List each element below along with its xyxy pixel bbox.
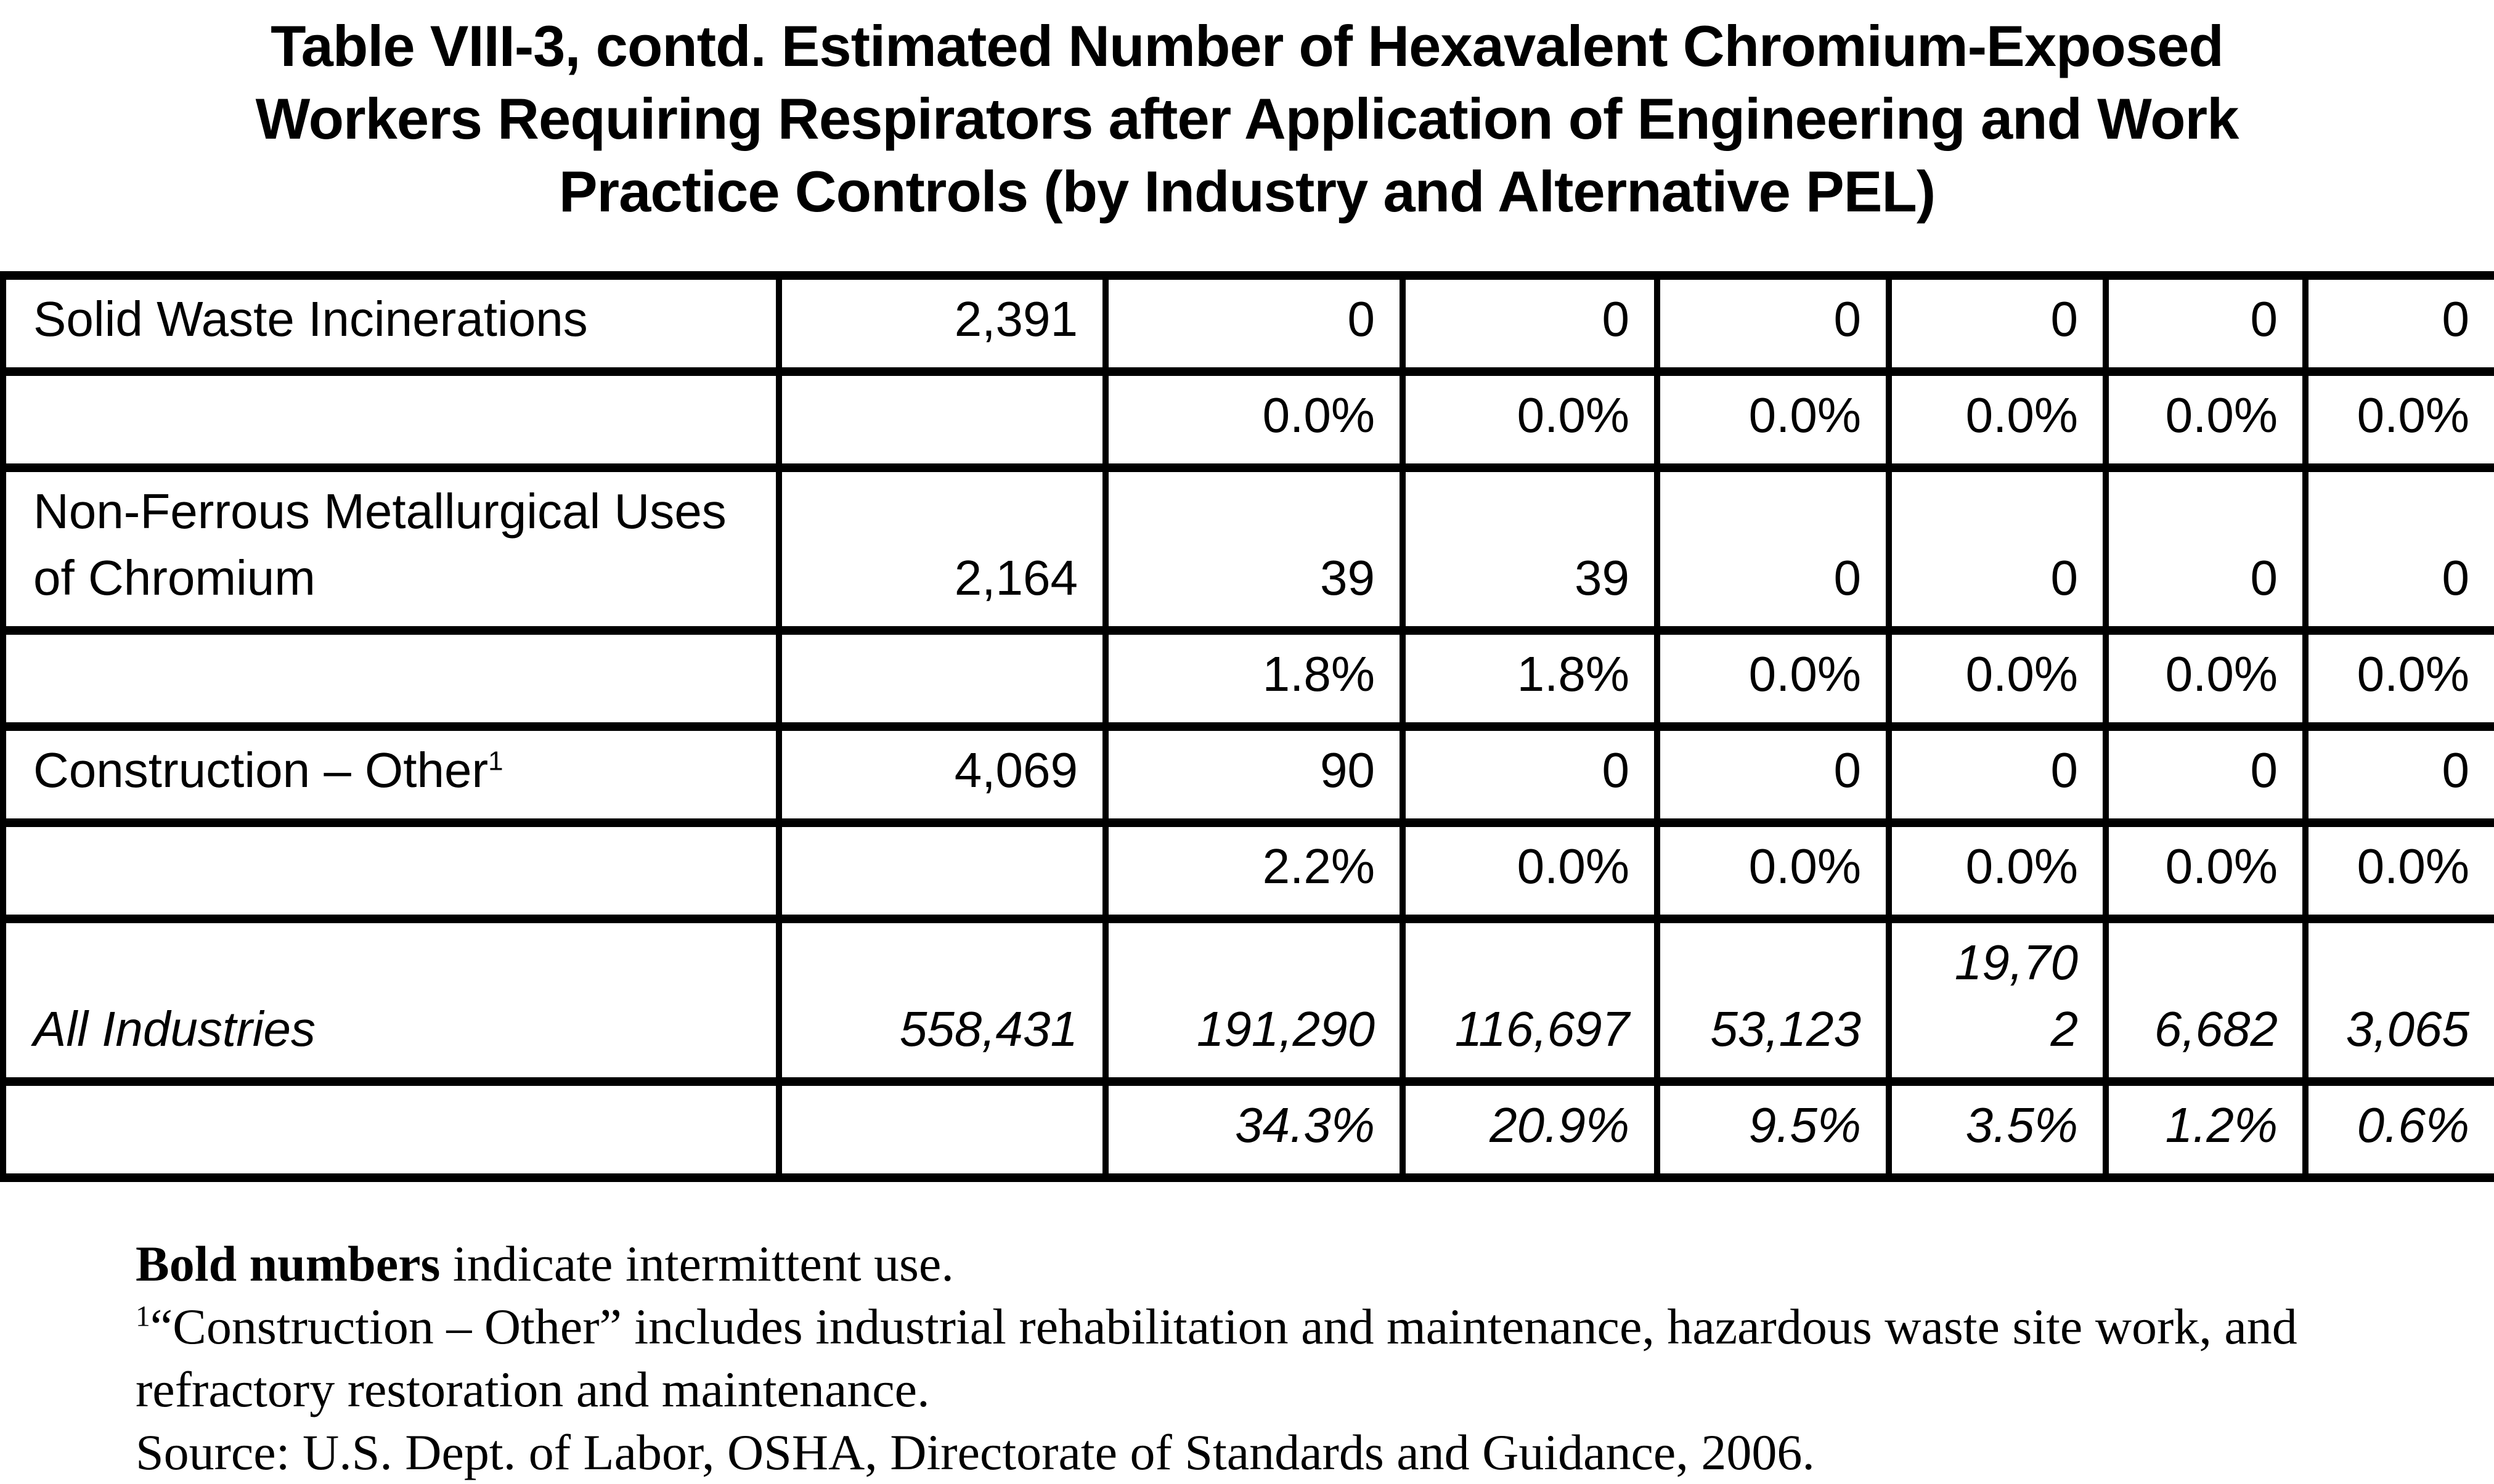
percent-row: 34.3% 20.9% 9.5% 3.5% 1.2% 0.6% xyxy=(0,1077,2494,1182)
footnote-source: Source: U.S. Dept. of Labor, OSHA, Direc… xyxy=(136,1424,1815,1480)
worker-count-cell: 0 xyxy=(2103,722,2309,827)
worker-count-cell: 0 xyxy=(1886,722,2109,827)
table-title-line-2: Workers Requiring Respirators after Appl… xyxy=(255,86,2239,151)
industry-name-cell xyxy=(0,367,782,472)
percent-value-cell: 1.8% xyxy=(1102,626,1406,731)
exposure-table-body: Solid Waste Incinerations 2,391 0 0 0 0 0 0 0.0%… xyxy=(0,271,2494,1182)
total-exposed-cell: 2,164 xyxy=(776,463,1109,635)
industry-name-cell: Non-Ferrous Metallurgical Uses of Chromi… xyxy=(0,463,782,635)
worker-count-cell: 0 xyxy=(2103,463,2309,635)
total-exposed-cell: 558,431 xyxy=(776,915,1109,1086)
footnote-construction-other: 1“Construction – Other” includes industr… xyxy=(136,1295,2358,1421)
document-page: Table VIII-3, contd. Estimated Number of… xyxy=(0,10,2494,1484)
worker-count-cell: 19,70 2 xyxy=(1886,915,2109,1086)
footnote-bold-numbers-label: Bold numbers xyxy=(136,1236,441,1292)
percent-value-cell: 0.0% xyxy=(2302,626,2494,731)
worker-count-cell: 0 xyxy=(1886,463,2109,635)
worker-count-cell: 0 xyxy=(2103,271,2309,376)
total-exposed-cell: 4,069 xyxy=(776,722,1109,827)
worker-count-cell: 90 xyxy=(1102,722,1406,827)
table-title-line-3: Practice Controls (by Industry and Alter… xyxy=(558,159,1936,224)
worker-count-cell: 39 xyxy=(1102,463,1406,635)
worker-count-cell: 53,123 xyxy=(1654,915,1892,1086)
industry-footnote-marker: 1 xyxy=(488,746,503,777)
worker-count-cell: 191,290 xyxy=(1102,915,1406,1086)
industry-name-cell: Solid Waste Incinerations xyxy=(0,271,782,376)
table-title-line-1: Table VIII-3, contd. Estimated Number of… xyxy=(271,14,2224,78)
footnotes: Bold numbers indicate intermittent use. … xyxy=(136,1233,2358,1484)
worker-count-cell: 0 xyxy=(1654,722,1892,827)
worker-count-cell: 3,065 xyxy=(2302,915,2494,1086)
total-exposed-cell xyxy=(776,818,1109,923)
percent-value-cell: 0.0% xyxy=(1654,626,1892,731)
percent-value-cell: 0.0% xyxy=(2302,367,2494,472)
industry-name-cell xyxy=(0,1077,782,1182)
percent-value-cell: 9.5% xyxy=(1654,1077,1892,1182)
industry-name-cell: Construction – Other1 xyxy=(0,722,782,827)
worker-count-cell: 0 xyxy=(1886,271,2109,376)
percent-value-cell: 0.0% xyxy=(2103,626,2309,731)
percent-value-cell: 0.0% xyxy=(1886,818,2109,923)
percent-value-cell: 3.5% xyxy=(1886,1077,2109,1182)
industry-name-cell xyxy=(0,626,782,731)
industry-row: Solid Waste Incinerations 2,391 0 0 0 0 0 0 xyxy=(0,271,2494,376)
percent-value-cell: 0.0% xyxy=(1400,818,1660,923)
percent-value-cell: 0.0% xyxy=(1102,367,1406,472)
percent-value-cell: 0.0% xyxy=(1654,818,1892,923)
industry-row: Non-Ferrous Metallurgical Uses of Chromi… xyxy=(0,463,2494,635)
worker-count-cell: 0 xyxy=(1400,271,1660,376)
total-exposed-cell: 2,391 xyxy=(776,271,1109,376)
percent-value-cell: 0.0% xyxy=(1654,367,1892,472)
total-exposed-cell xyxy=(776,1077,1109,1182)
percent-value-cell: 0.0% xyxy=(1886,367,2109,472)
worker-count-cell: 0 xyxy=(1102,271,1406,376)
percent-value-cell: 20.9% xyxy=(1400,1077,1660,1182)
percent-value-cell: 0.0% xyxy=(1400,367,1660,472)
footnote-bold-numbers-rest: indicate intermittent use. xyxy=(440,1236,954,1292)
worker-count-cell: 0 xyxy=(1654,271,1892,376)
percent-row: 2.2% 0.0% 0.0% 0.0% 0.0% 0.0% xyxy=(0,818,2494,923)
total-exposed-cell xyxy=(776,367,1109,472)
worker-count-cell: 0 xyxy=(1654,463,1892,635)
footnote-superscript-1: 1 xyxy=(136,1300,150,1333)
percent-value-cell: 0.0% xyxy=(1886,626,2109,731)
table-title: Table VIII-3, contd. Estimated Number of… xyxy=(0,10,2494,228)
worker-count-cell: 39 xyxy=(1400,463,1660,635)
industry-row: All Industries 558,431 191,290 116,697 53,12… xyxy=(0,915,2494,1086)
percent-value-cell: 0.0% xyxy=(2103,818,2309,923)
worker-count-cell: 6,682 xyxy=(2103,915,2309,1086)
percent-value-cell: 0.0% xyxy=(2302,818,2494,923)
percent-value-cell: 1.2% xyxy=(2103,1077,2309,1182)
worker-count-cell: 0 xyxy=(2302,271,2494,376)
worker-count-cell: 0 xyxy=(2302,722,2494,827)
worker-count-cell: 0 xyxy=(1400,722,1660,827)
footnote-construction-other-text: “Construction – Other” includes industri… xyxy=(136,1298,2297,1417)
percent-value-cell: 0.6% xyxy=(2302,1077,2494,1182)
percent-value-cell: 0.0% xyxy=(2103,367,2309,472)
total-exposed-cell xyxy=(776,626,1109,731)
percent-row: 1.8% 1.8% 0.0% 0.0% 0.0% 0.0% xyxy=(0,626,2494,731)
percent-value-cell: 34.3% xyxy=(1102,1077,1406,1182)
percent-value-cell: 2.2% xyxy=(1102,818,1406,923)
worker-count-cell: 0 xyxy=(2302,463,2494,635)
industry-name-cell xyxy=(0,818,782,923)
worker-count-cell: 116,697 xyxy=(1400,915,1660,1086)
percent-value-cell: 1.8% xyxy=(1400,626,1660,731)
percent-row: 0.0% 0.0% 0.0% 0.0% 0.0% 0.0% xyxy=(0,367,2494,472)
exposure-table: Solid Waste Incinerations 2,391 0 0 0 0 0 0 0.0%… xyxy=(0,271,2494,1182)
industry-name-cell: All Industries xyxy=(0,915,782,1086)
footnote-bold-numbers: Bold numbers indicate intermittent use. xyxy=(136,1233,2358,1295)
industry-row: Construction – Other1 4,069 90 0 0 0 0 0 xyxy=(0,722,2494,827)
